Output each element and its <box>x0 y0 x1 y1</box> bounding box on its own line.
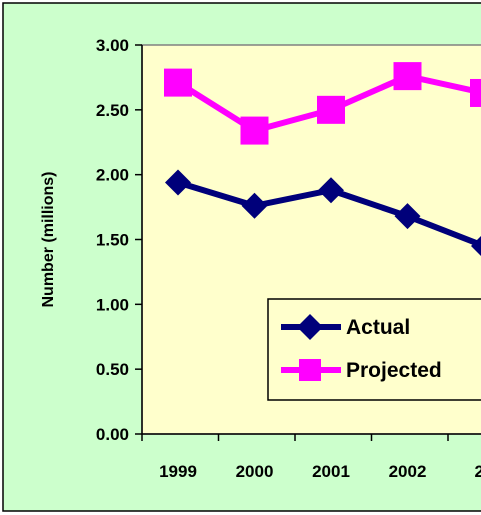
data-point-actual <box>471 235 481 256</box>
data-point-actual <box>241 192 268 219</box>
x-tick-label: 1999 <box>159 462 197 481</box>
data-point-actual <box>318 177 344 204</box>
y-tick-label: 2.50 <box>96 101 129 120</box>
legend-actual-label: Actual <box>346 316 410 339</box>
x-axis-ticks: 1999 2000 2001 2002 20 <box>141 434 481 481</box>
legend-actual-marker <box>297 314 323 340</box>
y-tick-label: 0.50 <box>96 360 129 379</box>
x-tick-label: 20 <box>475 462 481 481</box>
y-axis-title: Number (millions) <box>40 171 57 307</box>
legend-box <box>267 298 481 401</box>
y-tick-label: 0.00 <box>96 425 129 444</box>
y-tick-label: 1.00 <box>96 295 129 314</box>
y-axis-ticks: 0.00 0.50 1.00 1.50 2.00 2.50 3.00 <box>96 36 142 444</box>
data-point-projected <box>164 68 192 97</box>
y-tick-label: 1.50 <box>96 231 129 250</box>
x-tick-label: 2001 <box>312 462 350 481</box>
y-tick-label: 2.00 <box>96 166 129 185</box>
data-point-actual <box>394 203 421 230</box>
x-tick-label: 2002 <box>389 462 427 481</box>
legend-projected-marker <box>299 359 321 381</box>
legend-projected-label: Projected <box>346 359 442 382</box>
data-point-projected <box>317 95 345 124</box>
data-point-projected <box>393 62 422 91</box>
x-tick-label: 2000 <box>236 462 274 481</box>
series-layer <box>164 62 481 256</box>
legend-item-projected: Projected <box>281 359 442 382</box>
data-point-projected <box>240 116 269 145</box>
legend: Actual Projected <box>267 298 481 401</box>
data-point-projected <box>470 78 481 107</box>
data-point-actual <box>165 169 191 196</box>
y-tick-label: 3.00 <box>96 36 129 55</box>
legend-item-actual: Actual <box>281 314 410 340</box>
